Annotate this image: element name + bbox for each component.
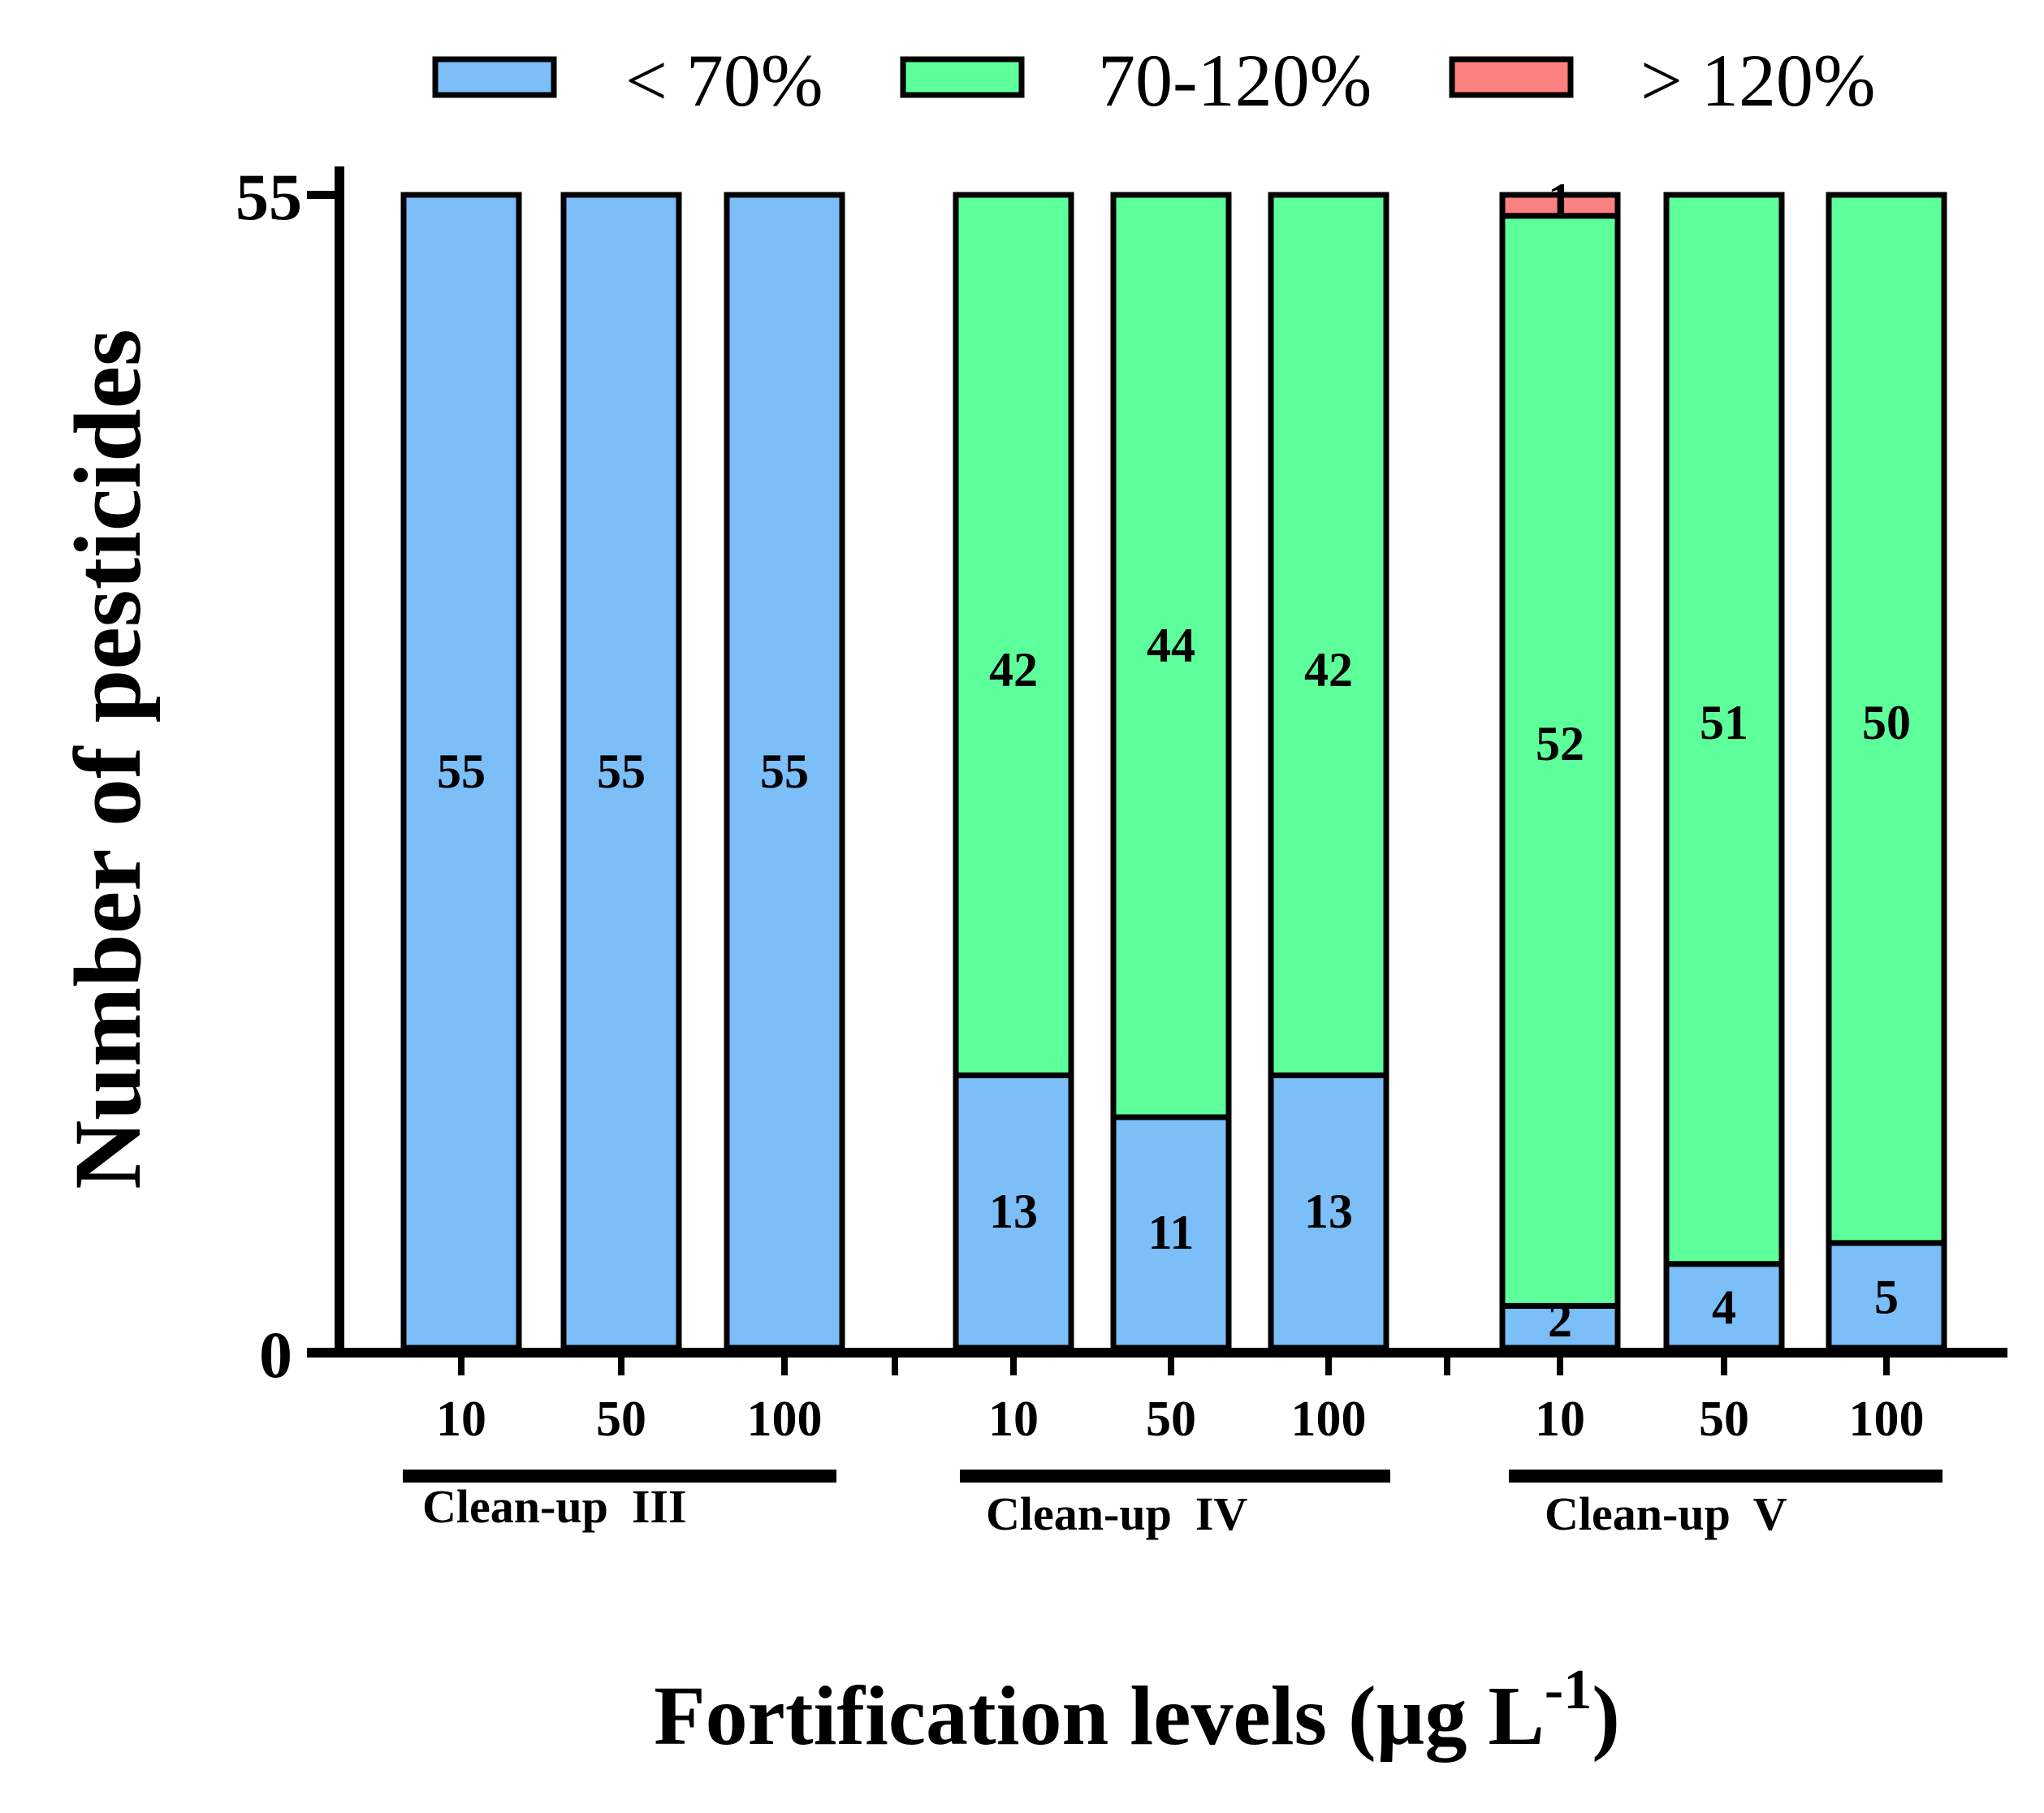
bar-value-label: 55 <box>597 745 646 798</box>
x-tick-label: 10 <box>988 1392 1039 1447</box>
y-axis-label: Number of pesticides <box>54 329 161 1189</box>
x-tick-label: 50 <box>596 1392 646 1447</box>
bars <box>400 192 1947 1351</box>
x-ticks: 10 50 100 10 50 100 10 50 100 <box>436 1353 1925 1447</box>
bar-value-label: 44 <box>1147 619 1195 672</box>
bar-segment-below-70 <box>1268 1072 1389 1351</box>
bar-segment-above-120 <box>1499 192 1621 219</box>
group-label: Clean-up III <box>422 1480 687 1533</box>
bar-value-label: 11 <box>1148 1206 1195 1259</box>
bar-segment-between-70-120 <box>1268 192 1389 1078</box>
bar-segment-below-70 <box>560 192 682 1351</box>
group-labels: Clean-up III Clean-up IV Clean-up V <box>403 1470 1942 1540</box>
bar-labels: 55 55 55 13 42 11 44 13 42 2 52 1 4 51 5 50 <box>437 174 1911 1347</box>
bar-value-label: 52 <box>1536 717 1584 771</box>
x-tick-label: 50 <box>1699 1392 1749 1447</box>
bar-segment-below-70 <box>400 192 522 1351</box>
bar-value-label: 42 <box>1304 643 1353 697</box>
bar-value-label: 13 <box>989 1185 1038 1238</box>
bar-value-label: 4 <box>1712 1280 1736 1334</box>
bar-segment-below-70 <box>953 1072 1074 1351</box>
group-label: Clean-up IV <box>986 1487 1247 1540</box>
bar-value-label: 1 <box>1548 174 1572 227</box>
x-tick-label: 100 <box>1291 1392 1367 1447</box>
legend-label: 70-120% <box>1098 39 1372 122</box>
x-tick-label: 10 <box>1535 1392 1585 1447</box>
y-tick-label-max: 55 <box>236 160 302 234</box>
bar-value-label: 51 <box>1700 696 1748 749</box>
legend-swatch <box>1449 56 1574 98</box>
bar-value-label: 55 <box>760 745 809 798</box>
legend-label: > 120% <box>1640 39 1876 122</box>
legend-label: < 70% <box>625 39 823 122</box>
bar-segment-below-70 <box>1110 1114 1232 1351</box>
bar-value-label: 55 <box>437 745 486 798</box>
x-tick-label: 100 <box>1849 1392 1925 1447</box>
bar-value-label: 13 <box>1304 1185 1353 1238</box>
bar-value-label: 2 <box>1548 1293 1572 1347</box>
y-tick-label-min: 0 <box>259 1318 292 1392</box>
bar-segment-between-70-120 <box>953 192 1074 1078</box>
x-axis-label: Fortification levels (µg L-1) <box>654 1659 1620 1763</box>
x-tick-label: 10 <box>436 1392 486 1447</box>
group-label: Clean-up V <box>1545 1487 1787 1540</box>
bar-value-label: 50 <box>1862 696 1911 749</box>
bar-value-label: 42 <box>989 643 1038 697</box>
legend-swatch <box>432 56 557 98</box>
bar-segment-between-70-120 <box>1110 192 1232 1120</box>
bar-value-label: 5 <box>1874 1270 1899 1323</box>
bar-segment-between-70-120 <box>1826 192 1947 1246</box>
x-tick-label: 100 <box>747 1392 823 1447</box>
bar-segment-between-70-120 <box>1663 192 1785 1267</box>
x-tick-label: 50 <box>1146 1392 1196 1447</box>
bar-segment-between-70-120 <box>1499 213 1621 1309</box>
legend: < 70% 70-120% > 120% <box>432 39 1876 122</box>
legend-swatch <box>900 56 1025 98</box>
